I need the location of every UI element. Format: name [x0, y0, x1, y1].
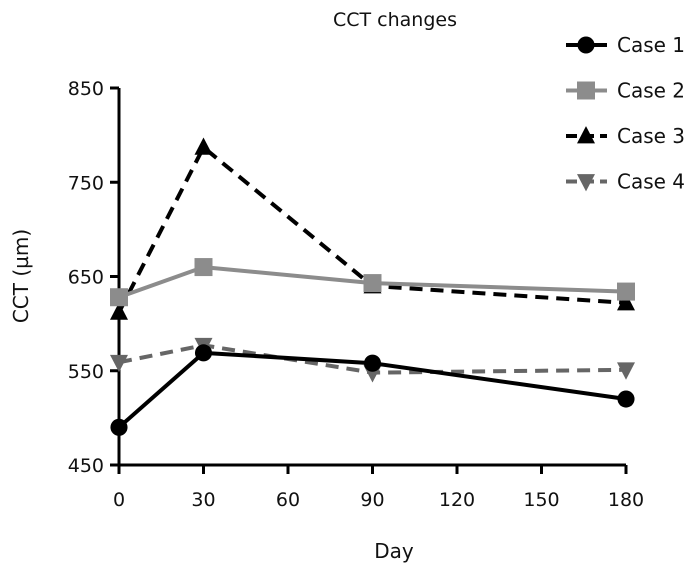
legend-label: Case 2: [617, 79, 685, 103]
legend-marker: [577, 174, 595, 192]
legend-item: Case 1: [566, 33, 685, 57]
series-layer: [110, 137, 635, 436]
y-tick-label: 650: [68, 267, 104, 289]
x-tick-label: 120: [439, 489, 475, 511]
data-point: [363, 354, 382, 372]
legend-item: Case 4: [566, 170, 685, 194]
series-line: [117, 145, 627, 314]
x-axis-label: Day: [374, 539, 414, 563]
x-tick-label: 90: [360, 489, 384, 511]
y-tick-label: 450: [68, 455, 104, 477]
y-tick-label: 850: [68, 78, 104, 100]
legend-marker: [577, 36, 595, 54]
data-point: [617, 292, 635, 311]
data-point: [110, 288, 128, 307]
data-point: [194, 344, 213, 362]
data-point: [194, 258, 213, 277]
y-tick-label: 750: [68, 172, 104, 194]
x-tick-label: 0: [113, 489, 125, 511]
data-point: [617, 390, 635, 408]
x-tick-label: 180: [608, 489, 644, 511]
legend-label: Case 1: [617, 33, 685, 57]
data-point: [110, 418, 128, 436]
x-tick-label: 150: [523, 489, 559, 511]
data-point: [110, 302, 128, 320]
legend-label: Case 4: [617, 170, 685, 194]
legend: Case 1 Case 2 Case 3 Case 4: [566, 33, 685, 194]
data-point: [617, 282, 635, 301]
x-tick-label: 60: [276, 489, 300, 511]
data-point: [617, 362, 635, 380]
data-point: [110, 354, 128, 373]
series-case-2: [110, 258, 635, 307]
series-line: [117, 350, 627, 429]
data-point: [363, 274, 382, 293]
data-point: [194, 137, 213, 155]
y-axis-label: CCT (µm): [9, 229, 33, 323]
x-tick-label: 30: [191, 489, 215, 511]
legend-label: Case 3: [617, 124, 685, 148]
x-ticks: 0 30 60 90 120 150 180: [113, 465, 644, 511]
series-case-1: [110, 344, 635, 436]
chart-title: CCT changes: [333, 9, 457, 31]
y-ticks: 450 550 650 750 850: [68, 78, 119, 477]
series-case-3: [110, 137, 635, 320]
legend-item: Case 3: [566, 124, 685, 148]
series-line: [118, 265, 627, 300]
y-tick-label: 550: [68, 361, 104, 383]
legend-marker: [577, 126, 595, 144]
legend-item: Case 2: [566, 79, 685, 103]
legend-marker: [577, 81, 595, 100]
